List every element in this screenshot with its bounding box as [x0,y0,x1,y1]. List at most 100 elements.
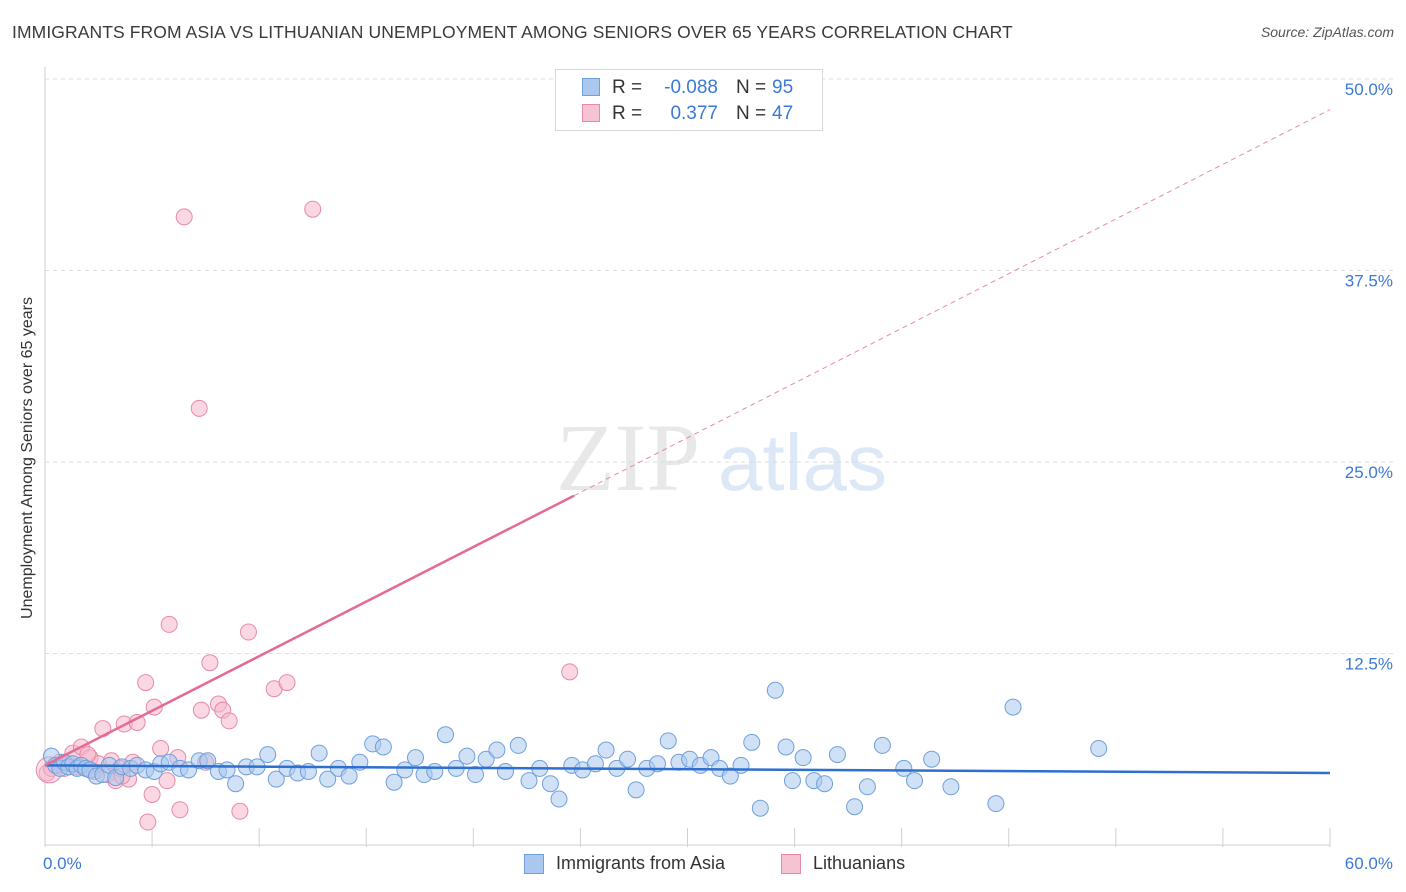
trend-layer [44,109,1331,775]
lithuanians-point [152,739,170,757]
y-tick-label: 37.5% [1345,272,1393,291]
asia-point [227,775,245,793]
asia-point [385,773,403,791]
asia-point [828,746,846,764]
asia-point [396,761,414,779]
asia-point [895,759,913,777]
legend-asia-label: Immigrants from Asia [556,853,726,873]
grid-layer [45,78,1395,654]
asia-point [619,750,637,768]
asia-point [721,767,739,785]
asia-point [407,749,425,767]
asia-point [751,799,769,817]
asia-point [906,772,924,790]
asia-point [783,772,801,790]
asia-point [466,766,484,784]
legend-asia-swatch [524,854,544,874]
asia-r-value: -0.088 [664,77,718,98]
asia-n-label: N = [736,77,767,98]
asia-point [732,756,750,774]
asia-trend-line [44,764,1331,775]
lithuanians-point [190,399,208,417]
asia-point [659,732,677,750]
lith-r-value: 0.377 [670,103,718,124]
asia-point [259,746,277,764]
asia-point [509,736,527,754]
lithuanians-point [220,712,238,730]
lithuanians-point [139,813,157,831]
asia-point [426,762,444,780]
lithuanians-point [143,785,161,803]
lithuanians-point [158,772,176,790]
watermark: ZIP atlas [556,404,887,511]
asia-point [199,752,217,770]
source-label: Source: ZipAtlas.com [1260,24,1394,40]
asia-point [1004,698,1022,716]
y-tick-label: 12.5% [1345,655,1393,674]
asia-point [816,775,834,793]
lithuanians-trend-extension [573,109,1331,497]
watermark-atlas: atlas [718,418,887,507]
asia-point [550,790,568,808]
asia-point [627,781,645,799]
asia-r-label: R = [612,77,643,98]
lithuanians-point [160,615,178,633]
asia-point [858,778,876,796]
asia-point [218,761,236,779]
asia-point [794,749,812,767]
asia-point [488,741,506,759]
lithuanians-point [192,701,210,719]
asia-point [923,750,941,768]
lithuanians-point [304,200,322,218]
legend-lith-label: Lithuanians [813,853,906,873]
lithuanians-point [278,674,296,692]
lith-r-label: R = [612,103,643,124]
asia-point [436,726,454,744]
lith-swatch [582,104,600,122]
asia-point [496,762,514,780]
lithuanians-point [561,663,579,681]
asia-point [743,733,761,751]
legend-lith-swatch [781,854,801,874]
lithuanians-point [239,623,257,641]
asia-point [267,770,285,788]
asia-point [520,772,538,790]
stats-row-lith: R = 0.377 N = 47 [556,101,822,127]
lithuanians-point [171,801,189,819]
asia-point [541,775,559,793]
x-tick-label: 60.0% [1345,854,1393,873]
lith-n-value: 47 [772,103,794,124]
asia-point [987,795,1005,813]
stats-row-asia: R = -0.088 N = 95 [556,75,822,101]
lithuanians-point [175,208,193,226]
lithuanians-point [137,674,155,692]
y-tick-label: 25.0% [1345,463,1393,482]
chart-title: IMMIGRANTS FROM ASIA VS LITHUANIAN UNEMP… [12,22,1013,42]
asia-point [766,681,784,699]
asia-point [873,736,891,754]
tick-labels: 12.5% 25.0% 37.5% 50.0% 0.0% 60.0% [43,80,1393,873]
asia-point [1090,739,1108,757]
lithuanians-point [201,654,219,672]
asia-point [319,770,337,788]
asia-point [597,741,615,759]
asia-point [374,738,392,756]
lithuanians-trend-line [44,494,575,767]
lithuanians-points [35,200,579,831]
asia-point [340,767,358,785]
watermark-zip: ZIP [556,404,700,511]
lith-n-label: N = [736,103,767,124]
y-tick-label: 50.0% [1345,80,1393,99]
asia-point [777,738,795,756]
asia-point [458,747,476,765]
asia-point [846,798,864,816]
axis-layer [44,67,1331,847]
x-tick-label: 0.0% [43,854,82,873]
asia-point [310,744,328,762]
correlation-stats-box: R = -0.088 N = 95 R = 0.377 N = 47 [555,69,823,131]
asia-point [942,778,960,796]
lithuanians-point [231,802,249,820]
asia-n-value: 95 [772,77,794,98]
asia-swatch [582,78,600,96]
